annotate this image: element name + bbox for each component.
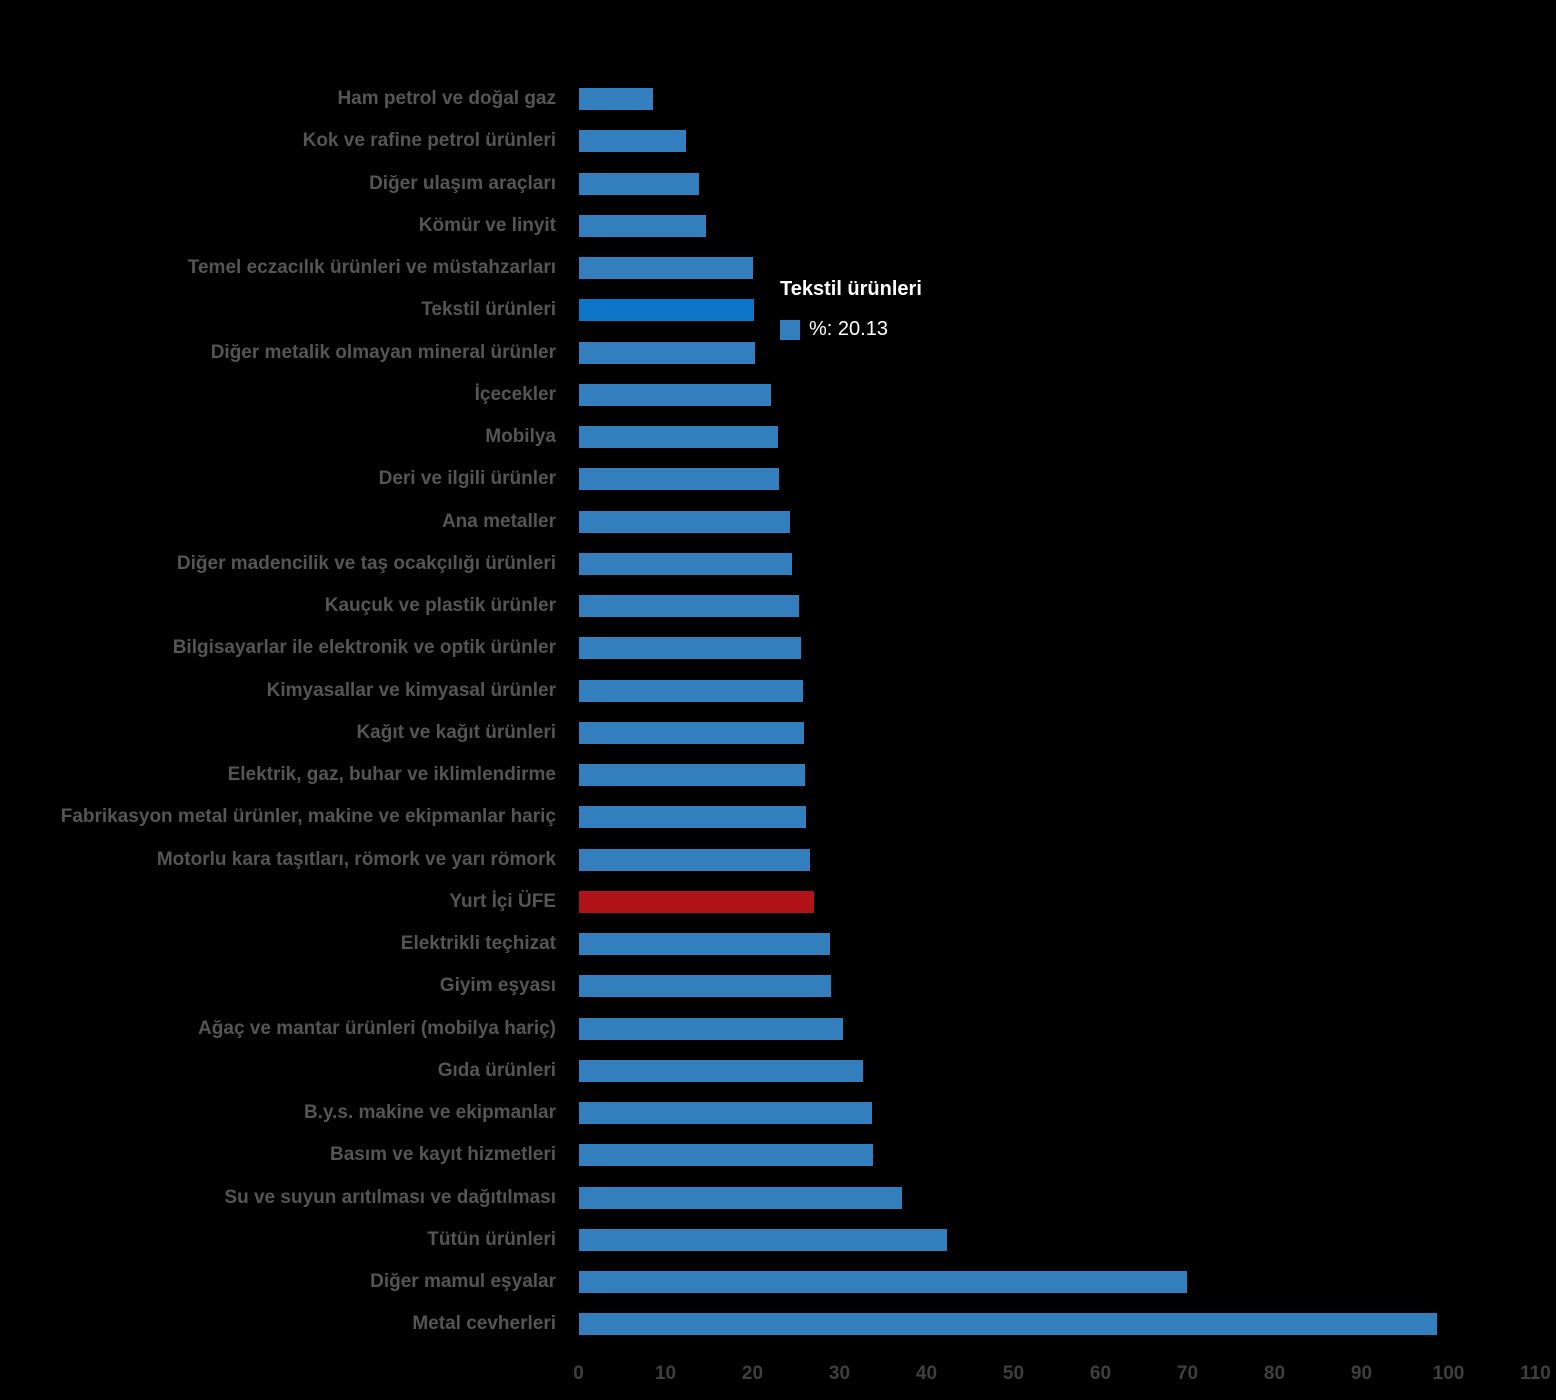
bar[interactable] (578, 1059, 863, 1082)
bar[interactable] (578, 552, 792, 575)
category-label: Yurt İçi ÜFE (449, 890, 556, 912)
bar[interactable] (578, 806, 807, 829)
tooltip: Tekstil ürünleri %: 20.13 (780, 276, 922, 341)
tooltip-value-row: %: 20.13 (780, 318, 922, 341)
x-tick-label: 110 (1520, 1363, 1551, 1384)
bar[interactable] (578, 679, 803, 702)
category-label: Tekstil ürünleri (421, 299, 556, 321)
tooltip-value: %: 20.13 (809, 318, 888, 340)
bar[interactable] (578, 214, 706, 237)
bar[interactable] (578, 468, 780, 491)
bar[interactable] (578, 1186, 903, 1209)
category-label: Fabrikasyon metal ürünler, makine ve eki… (60, 806, 556, 828)
category-label: Diğer mamul eşyalar (370, 1271, 556, 1292)
bar[interactable] (578, 383, 771, 406)
bar[interactable] (578, 975, 831, 998)
x-tick-label: 40 (915, 1363, 938, 1384)
category-label: Kağıt ve kağıt ürünleri (356, 721, 556, 743)
bar[interactable] (578, 341, 756, 364)
category-label: Temel eczacılık ürünleri ve müstahzarlar… (187, 257, 556, 278)
x-tick-label: 70 (1176, 1363, 1199, 1384)
bar[interactable] (578, 1102, 872, 1124)
bar[interactable] (578, 595, 800, 617)
x-tick-label: 60 (1089, 1363, 1112, 1384)
x-tick-label: 30 (828, 1363, 851, 1384)
bar[interactable] (578, 764, 805, 786)
category-label: Kömür ve linyit (418, 214, 556, 236)
category-label: Diğer ulaşım araçları (369, 172, 556, 194)
bar[interactable] (578, 426, 778, 448)
bar[interactable] (578, 1144, 874, 1167)
category-label: İçecekler (474, 383, 556, 405)
bar[interactable] (578, 257, 754, 279)
bar[interactable] (578, 1271, 1187, 1293)
bar[interactable] (578, 933, 830, 955)
category-label: Diğer madencilik ve taş ocakçılığı ürünl… (176, 552, 556, 574)
x-tick-label: 50 (1002, 1363, 1025, 1384)
x-tick-label: 80 (1263, 1363, 1286, 1384)
bar-emphasis[interactable] (578, 890, 815, 913)
category-label: Ağaç ve mantar ürünleri (mobilya hariç) (198, 1017, 556, 1039)
category-label: Tütün ürünleri (427, 1228, 556, 1250)
category-label: Kauçuk ve plastik ürünler (324, 595, 556, 616)
category-label: Elektrik, gaz, buhar ve iklimlendirme (227, 764, 556, 785)
category-label: Su ve suyun arıtılması ve dağıtılması (224, 1186, 556, 1208)
category-label: Deri ve ilgili ürünler (378, 468, 556, 490)
bar[interactable] (578, 637, 802, 660)
x-tick-label: 20 (741, 1363, 764, 1384)
category-label: Diğer metalik olmayan mineral ürünler (210, 341, 556, 363)
category-label: Kimyasallar ve kimyasal ürünler (266, 679, 556, 701)
bar[interactable] (578, 721, 804, 744)
category-label: Gıda ürünleri (437, 1059, 556, 1081)
bar[interactable] (578, 88, 654, 110)
bar[interactable] (578, 1313, 1438, 1336)
bar[interactable] (578, 510, 790, 533)
category-label: Ana metaller (441, 510, 556, 532)
category-label: Motorlu kara taşıtları, römork ve yarı r… (156, 848, 556, 870)
bar[interactable] (578, 172, 700, 195)
category-label: Kok ve rafine petrol ürünleri (302, 130, 556, 152)
category-label: Elektrikli teçhizat (400, 933, 556, 954)
category-label: Mobilya (485, 426, 556, 447)
tooltip-title: Tekstil ürünleri (780, 278, 922, 300)
bar[interactable] (578, 1228, 948, 1251)
x-tick-label: 90 (1350, 1363, 1373, 1384)
category-label: Metal cevherleri (412, 1313, 556, 1335)
category-label: Ham petrol ve doğal gaz (337, 88, 556, 109)
category-label: Giyim eşyası (439, 975, 556, 997)
bar-highlighted[interactable] (578, 299, 754, 322)
bar[interactable] (578, 130, 686, 153)
bar[interactable] (578, 848, 810, 871)
x-tick-label: 10 (654, 1363, 677, 1384)
category-label: Basım ve kayıt hizmetleri (330, 1144, 556, 1166)
category-label: Bilgisayarlar ile elektronik ve optik ür… (172, 637, 556, 659)
x-tick-label: 100 (1432, 1363, 1465, 1384)
category-label: B.y.s. makine ve ekipmanlar (303, 1102, 556, 1123)
x-tick-label: 0 (573, 1363, 584, 1384)
series-color-swatch-icon (780, 319, 800, 340)
bar[interactable] (578, 1017, 843, 1040)
